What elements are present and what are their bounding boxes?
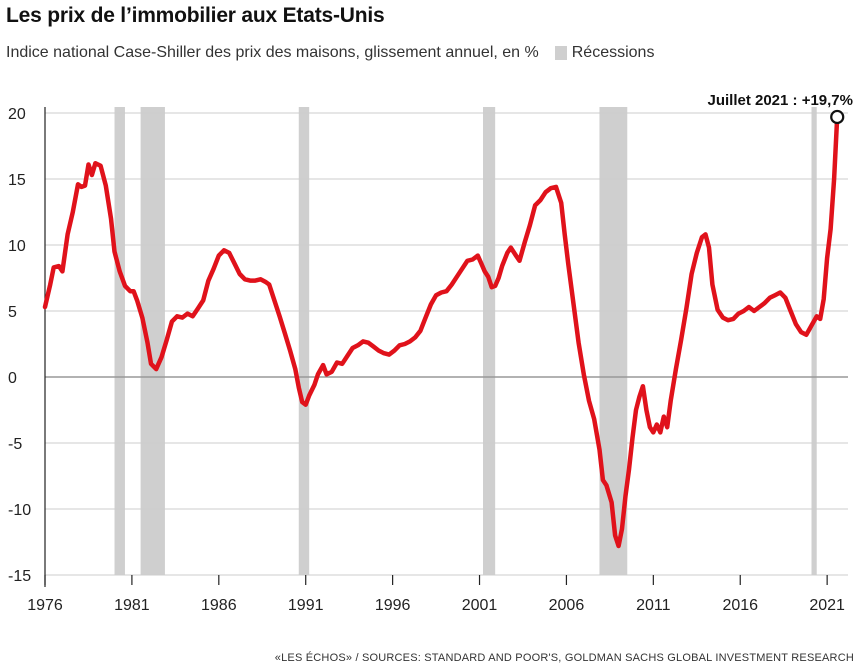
- y-tick-label: 0: [8, 370, 17, 387]
- x-tick-label: 1996: [375, 597, 411, 614]
- x-axis-ticks: 1976 1981 1986 1991 1996 2001 2006 2011 2016 2021: [27, 107, 845, 614]
- source-credit: «LES ÉCHOS» / SOURCES: STANDARD AND POOR…: [274, 652, 854, 664]
- subtitle-row: Indice national Case-Shiller des prix de…: [6, 44, 654, 62]
- y-axis-ticks: 20 15 10 5 0 -5 -10 -15: [8, 106, 31, 585]
- latest-value-annotation: Juillet 2021 : +19,7%: [707, 92, 853, 109]
- latest-value-marker: [830, 109, 845, 125]
- x-tick-label: 1991: [288, 597, 324, 614]
- y-tick-label: -15: [8, 568, 31, 585]
- recession-bands: [114, 107, 817, 575]
- y-tick-label: 20: [8, 106, 26, 123]
- y-tick-label: -10: [8, 502, 31, 519]
- x-tick-label: 2006: [549, 597, 585, 614]
- y-tick-label: 15: [8, 172, 26, 189]
- y-tick-label: 10: [8, 238, 26, 255]
- recession-legend-label: Récessions: [571, 44, 655, 61]
- recession-band-4: [599, 107, 628, 575]
- recession-band-1: [140, 107, 165, 575]
- recession-band-0: [114, 107, 125, 575]
- chart-title: Les prix de l’immobilier aux Etats-Unis: [6, 4, 385, 27]
- y-tick-label: -5: [8, 436, 22, 453]
- x-tick-label: 2016: [722, 597, 758, 614]
- x-tick-label: 1981: [114, 597, 150, 614]
- recession-legend-swatch: [554, 46, 567, 60]
- recession-band-3: [483, 107, 496, 575]
- chart-subtitle: Indice national Case-Shiller des prix de…: [6, 44, 539, 61]
- recession-band-5: [811, 107, 817, 575]
- recession-band-2: [298, 107, 310, 575]
- x-tick-label: 1986: [201, 597, 237, 614]
- y-tick-label: 5: [8, 304, 17, 321]
- x-tick-label: 1976: [27, 597, 63, 614]
- gridlines: [45, 112, 848, 576]
- x-tick-label: 2021: [809, 597, 845, 614]
- x-tick-label: 2011: [636, 597, 671, 614]
- x-tick-label: 2001: [462, 597, 498, 614]
- price-index-line: [42, 114, 840, 549]
